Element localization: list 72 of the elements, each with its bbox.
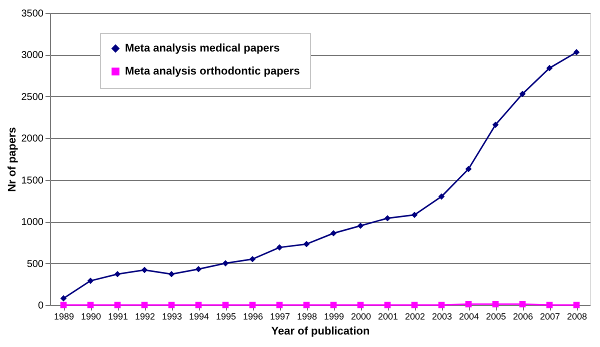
point (438, 193, 445, 200)
x-tick-label: 1993 (162, 312, 182, 322)
x-tick-label: 1998 (296, 312, 318, 322)
point (141, 302, 148, 308)
point (303, 240, 310, 248)
x-tick-label: 1990 (80, 312, 102, 322)
point (87, 302, 94, 308)
point (519, 301, 526, 308)
x-tick-label: 2006 (512, 312, 534, 322)
point (411, 212, 418, 218)
x-tick-label: 2003 (432, 312, 452, 322)
y-tick-label: 3500 (21, 8, 44, 20)
point (60, 295, 67, 302)
point (384, 302, 391, 308)
point (276, 302, 283, 308)
point (357, 302, 364, 308)
point (195, 302, 202, 308)
y-tick-label: 0 (38, 300, 44, 312)
point (168, 302, 175, 308)
y-axis-title: Nr of papers (6, 127, 18, 192)
x-axis-title: Year of publication (271, 326, 370, 338)
point (87, 278, 94, 284)
point (465, 301, 472, 308)
point (303, 302, 310, 308)
point (411, 302, 418, 308)
x-tick-label: 2005 (486, 312, 506, 322)
x-tick-label: 2007 (540, 312, 560, 322)
point (222, 260, 229, 266)
y-tick-label: 1000 (21, 217, 44, 228)
point (438, 302, 445, 308)
x-tick-label: 1991 (108, 312, 128, 322)
y-tick-label: 500 (26, 258, 44, 270)
point (114, 302, 121, 308)
point (141, 266, 148, 274)
x-tick-label: 1996 (242, 312, 264, 322)
point (384, 215, 391, 222)
point (357, 222, 364, 229)
x-tick-label: 1992 (134, 312, 156, 322)
point (195, 266, 202, 272)
x-tick-label: 2008 (566, 312, 588, 322)
x-tick-label: 2000 (350, 312, 372, 322)
point (546, 64, 553, 72)
point (492, 122, 499, 128)
x-tick-label: 1994 (188, 312, 210, 322)
point (114, 270, 121, 278)
point (492, 301, 499, 308)
x-tick-label: 1995 (216, 312, 236, 322)
point (546, 302, 553, 308)
y-tick-label: 1500 (21, 175, 44, 186)
point (573, 49, 580, 56)
point (573, 302, 580, 308)
point (330, 302, 337, 308)
point (168, 270, 175, 278)
point (276, 244, 283, 251)
x-tick-label: 2004 (458, 312, 480, 322)
y-tick-label: 2500 (21, 92, 44, 103)
y-tick-label: 3000 (21, 50, 44, 62)
x-tick-label: 1989 (54, 312, 74, 322)
x-tick-label: 2002 (404, 312, 426, 322)
x-tick-label: 1997 (270, 312, 290, 322)
x-tick-label: 1999 (324, 312, 344, 322)
legend-label: Meta analysis orthodontic papers (125, 66, 300, 78)
point (249, 302, 256, 308)
point (465, 166, 472, 172)
point (222, 302, 229, 308)
point (519, 90, 526, 98)
point (60, 302, 67, 308)
x-tick-label: 2001 (378, 312, 398, 322)
point (249, 256, 256, 262)
point (330, 230, 337, 236)
legend-label: Meta analysis medical papers (125, 42, 280, 54)
y-tick-label: 2000 (21, 134, 44, 145)
